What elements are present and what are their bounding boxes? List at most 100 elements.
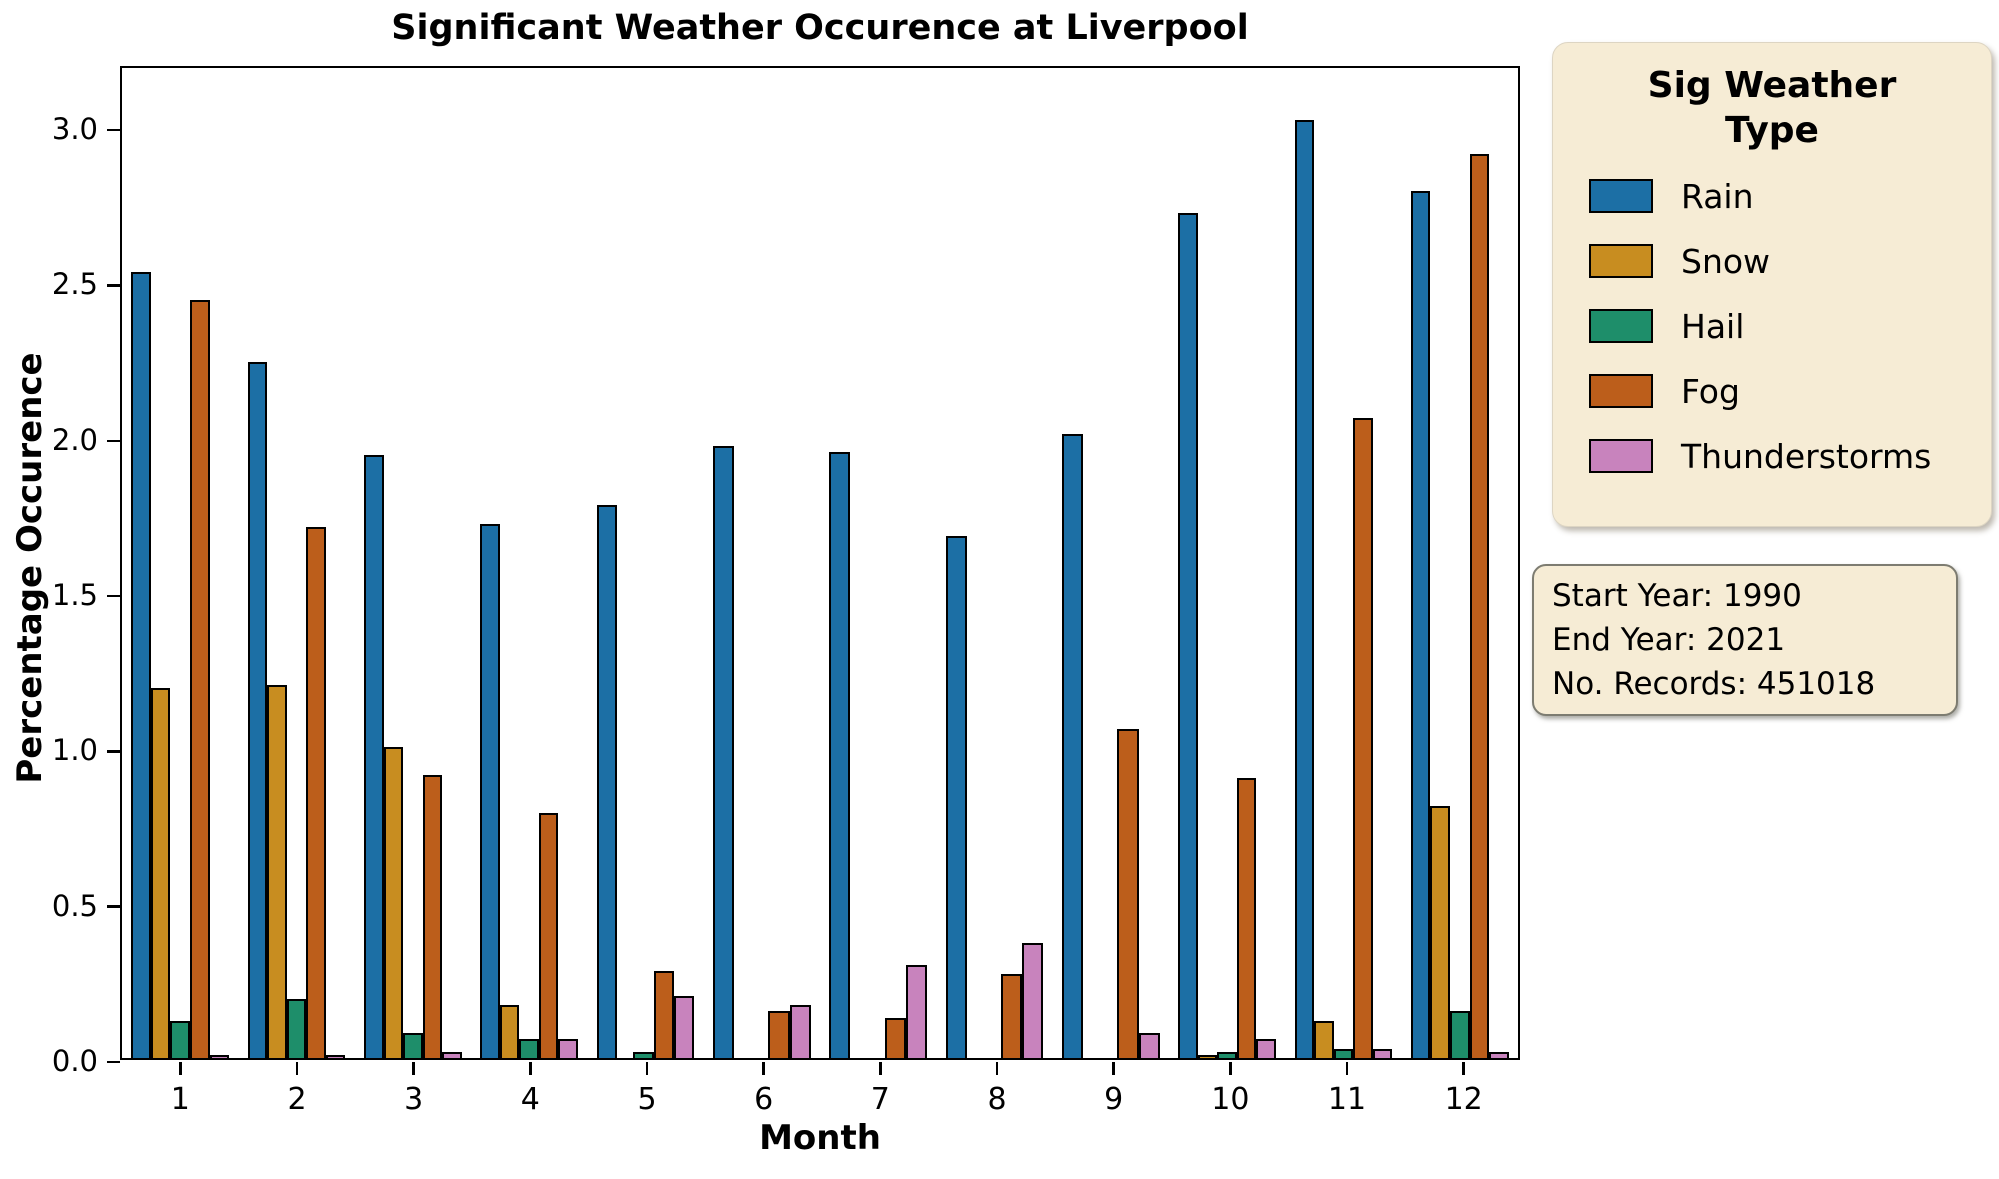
bar-group-month-12 xyxy=(1402,68,1518,1058)
legend-label-snow: Snow xyxy=(1681,241,1771,281)
x-tick-label-2: 2 xyxy=(287,1082,307,1117)
bars-month-5 xyxy=(596,68,695,1058)
bar-rain-month-9 xyxy=(1061,433,1084,1058)
bar-fog-month-12 xyxy=(1469,154,1490,1058)
bar-snow-month-4 xyxy=(499,1005,520,1058)
x-tick-mark-6 xyxy=(762,1062,765,1075)
bar-fog-month-11 xyxy=(1353,418,1373,1058)
legend-swatch-fog xyxy=(1589,374,1653,408)
bar-snow-month-1 xyxy=(150,688,171,1058)
x-tick-label-3: 3 xyxy=(404,1082,424,1117)
bars-month-10 xyxy=(1178,68,1276,1058)
info-line-2: No. Records: 451018 xyxy=(1552,666,1876,703)
x-tick-mark-4 xyxy=(529,1062,532,1075)
x-tick-label-6: 6 xyxy=(754,1082,774,1117)
bar-group-month-4 xyxy=(471,68,587,1058)
legend-item-rain: Rain xyxy=(1589,177,1991,216)
x-tick-label-5: 5 xyxy=(637,1082,657,1117)
bars-month-3 xyxy=(363,68,462,1058)
bar-hail-month-10 xyxy=(1217,1051,1237,1058)
y-tick-mark-2.0 xyxy=(106,439,120,442)
bar-group-month-5 xyxy=(587,68,703,1058)
y-tick-mark-0.0 xyxy=(106,1060,120,1064)
bar-hail-month-11 xyxy=(1333,1048,1354,1058)
y-tick-label-1.5: 1.5 xyxy=(51,578,98,613)
legend-item-fog: Fog xyxy=(1589,371,1991,411)
x-tick-label-10: 10 xyxy=(1211,1082,1250,1117)
x-tick-label-9: 9 xyxy=(1104,1082,1124,1117)
bar-fog-month-6 xyxy=(768,1011,790,1058)
legend-title-line2: Type xyxy=(1725,110,1819,151)
bar-group-month-1 xyxy=(122,68,238,1058)
bar-group-month-10 xyxy=(1169,68,1285,1058)
legend-item-hail: Hail xyxy=(1589,307,1991,346)
y-tick-label-0.0: 0.0 xyxy=(51,1044,98,1078)
bar-rain-month-1 xyxy=(131,272,151,1058)
bars-month-8 xyxy=(945,68,1044,1058)
bar-hail-month-3 xyxy=(403,1033,423,1058)
bar-group-month-2 xyxy=(238,68,354,1058)
bar-snow-month-12 xyxy=(1430,806,1451,1058)
y-tick-label-2.5: 2.5 xyxy=(51,267,98,302)
bar-snow-month-3 xyxy=(383,747,404,1058)
chart-title: Significant Weather Occurence at Liverpo… xyxy=(391,8,1249,48)
x-tick-mark-2 xyxy=(295,1062,299,1075)
bar-rain-month-5 xyxy=(596,505,617,1058)
bar-rain-month-2 xyxy=(247,362,268,1058)
bar-fog-month-8 xyxy=(1001,974,1023,1058)
bar-group-month-3 xyxy=(355,68,471,1058)
bar-group-month-8 xyxy=(936,68,1052,1058)
bars-month-12 xyxy=(1410,68,1509,1058)
bar-thunderstorms-month-7 xyxy=(905,964,927,1058)
bar-hail-month-4 xyxy=(519,1039,539,1058)
bar-hail-month-12 xyxy=(1450,1011,1470,1058)
bar-fog-month-5 xyxy=(653,971,674,1058)
y-tick-mark-3.0 xyxy=(106,128,120,132)
legend-item-snow: Snow xyxy=(1589,241,1991,281)
y-tick-label-2.0: 2.0 xyxy=(51,422,98,457)
bar-rain-month-6 xyxy=(712,446,735,1058)
bar-group-month-7 xyxy=(820,68,936,1058)
bar-rain-month-4 xyxy=(480,523,500,1058)
legend-item-thunderstorms: Thunderstorms xyxy=(1589,436,1991,476)
bar-snow-month-11 xyxy=(1314,1020,1334,1058)
x-tick-label-4: 4 xyxy=(520,1082,540,1117)
legend-swatch-hail xyxy=(1589,309,1653,343)
bar-thunderstorms-month-8 xyxy=(1022,943,1044,1058)
y-tick-label-1.0: 1.0 xyxy=(51,733,98,768)
x-tick-mark-10 xyxy=(1229,1062,1232,1075)
y-tick-mark-1.0 xyxy=(106,750,120,753)
bar-rain-month-7 xyxy=(829,452,851,1058)
bar-group-month-11 xyxy=(1285,68,1401,1058)
x-tick-mark-3 xyxy=(412,1062,415,1075)
plot-area: 0.0 0.5 1.0 1.5 2.0 2.5 3.0 1 2 3 4 5 6 7 8 9 10 11 12 xyxy=(52,66,1520,1117)
legend-items: Rain Snow Hail Fog Thunderstorms xyxy=(1589,177,1991,476)
legend-swatch-snow xyxy=(1589,244,1653,278)
bar-thunderstorms-month-9 xyxy=(1138,1033,1160,1058)
y-tick-mark-1.5 xyxy=(106,594,120,598)
legend-label-thunderstorms: Thunderstorms xyxy=(1681,436,1932,476)
bar-rain-month-12 xyxy=(1410,191,1431,1058)
bar-group-month-6 xyxy=(704,68,820,1058)
legend-title: Sig Weather Type xyxy=(1553,63,1991,153)
legend: Sig Weather Type Rain Snow Hail Fog Thunders… xyxy=(1552,42,1992,527)
bar-rain-month-10 xyxy=(1178,213,1198,1058)
x-tick-label-11: 11 xyxy=(1327,1082,1367,1117)
bars-month-4 xyxy=(480,68,579,1058)
bar-thunderstorms-month-5 xyxy=(674,995,695,1058)
x-tick-mark-12 xyxy=(1462,1062,1465,1075)
bar-fog-month-4 xyxy=(538,812,559,1058)
bar-fog-month-7 xyxy=(884,1017,906,1058)
bar-thunderstorms-month-4 xyxy=(558,1039,579,1058)
bar-rain-month-3 xyxy=(363,455,384,1058)
legend-label-fog: Fog xyxy=(1681,371,1740,411)
bars-month-6 xyxy=(712,68,811,1058)
bar-rain-month-11 xyxy=(1294,119,1315,1058)
y-tick-mark-2.5 xyxy=(106,284,120,287)
legend-swatch-rain xyxy=(1589,179,1653,213)
x-axis-title: Month xyxy=(759,1118,881,1158)
bar-thunderstorms-month-11 xyxy=(1372,1048,1393,1058)
legend-swatch-thunderstorms xyxy=(1589,439,1653,473)
bar-thunderstorms-month-3 xyxy=(442,1051,462,1058)
